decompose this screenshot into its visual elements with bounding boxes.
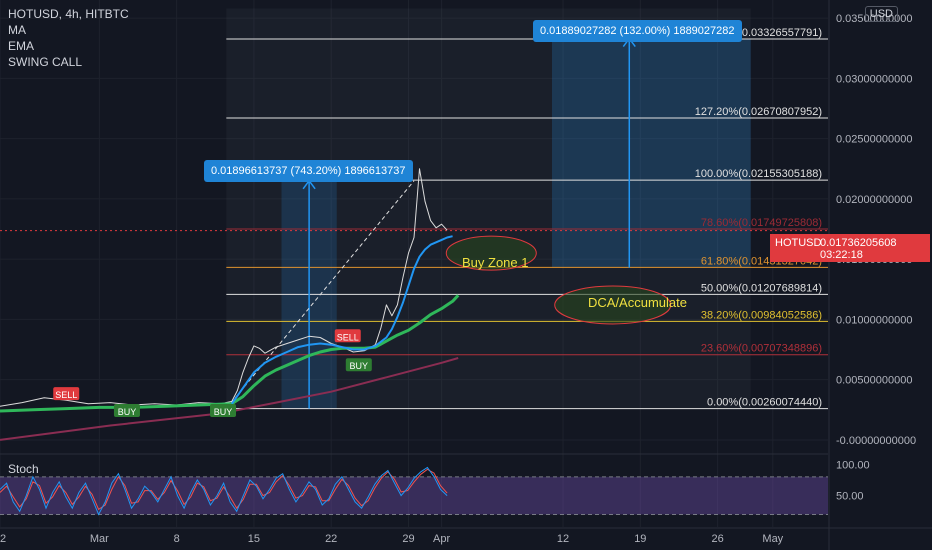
signal-sell-label: SELL — [337, 332, 359, 342]
indicator-ema[interactable]: EMA — [8, 39, 35, 53]
series-ema — [0, 294, 460, 413]
price-axis-tick: 0.02000000000 — [836, 194, 912, 206]
price-axis-tick: 0.03500000000 — [836, 13, 912, 25]
time-axis-tick: 26 — [711, 533, 723, 545]
time-axis-tick: 22 — [0, 533, 6, 545]
current-price-tag: HOTUSD 0.01736205608 03:22:18 — [770, 234, 930, 262]
time-axis-tick: 29 — [402, 533, 414, 545]
measure-label-1[interactable]: 0.01896613737 (743.20%) 1896613737 — [204, 160, 413, 182]
fib-label: 127.20%(0.02670807952) — [695, 106, 822, 118]
time-axis-tick: Apr — [433, 533, 450, 545]
stoch-title: Stoch — [8, 462, 39, 476]
signal-buy-marker[interactable] — [113, 404, 140, 418]
signal-buy-marker[interactable] — [210, 404, 237, 418]
stoch-axis-tick: 50.00 — [836, 491, 864, 503]
fib-label: 100.00%(0.02155305188) — [695, 168, 822, 180]
fib-label: 78.60%(0.01749725808) — [701, 217, 822, 229]
indicator-ma[interactable]: MA — [8, 23, 26, 37]
dca-ellipse[interactable] — [554, 285, 672, 325]
stoch-axis-tick: 100.00 — [836, 459, 870, 471]
signal-sell-label: SELL — [55, 390, 77, 400]
fib-label: 0.00%(0.00260074440) — [707, 397, 822, 409]
price-axis-tick: 0.02500000000 — [836, 134, 912, 146]
signal-buy-label: BUY — [118, 407, 137, 417]
candle-countdown: 03:22:18 — [820, 249, 863, 261]
currency-button[interactable]: USD — [864, 6, 898, 22]
series-price — [0, 168, 448, 407]
buy-zone-ellipse[interactable] — [445, 235, 537, 271]
dca-accumulate-label: DCA/Accumulate — [588, 295, 687, 310]
time-axis-tick: May — [762, 533, 783, 545]
price-axis-tick: 0.03000000000 — [836, 73, 912, 85]
price-axis-tick: 0.00500000000 — [836, 375, 912, 387]
signal-buy-marker[interactable] — [345, 358, 372, 372]
signal-sell-marker[interactable] — [53, 387, 80, 401]
stoch-k-line — [0, 466, 448, 516]
chart-legend: HOTUSD, 4h, HITBTC MA EMA SWING CALL — [8, 6, 129, 70]
stoch-band — [0, 476, 828, 515]
signal-sell-marker[interactable] — [334, 329, 361, 343]
buy-zone-label: Buy Zone 1 — [462, 255, 529, 270]
fib-label: 38.20%(0.00984052586) — [701, 309, 822, 321]
time-axis-tick: 22 — [325, 533, 337, 545]
fib-region — [226, 8, 751, 409]
signal-buy-label: BUY — [214, 407, 233, 417]
time-axis-tick: 19 — [634, 533, 646, 545]
time-axis-tick: 15 — [248, 533, 260, 545]
measure-label-2[interactable]: 0.01889027282 (132.00%) 1889027282 — [533, 20, 742, 42]
price-tag-symbol: HOTUSD — [775, 237, 822, 249]
fib-label: 50.00%(0.01207689814) — [701, 282, 822, 294]
symbol-title: HOTUSD, 4h, HITBTC — [8, 7, 129, 21]
time-axis-tick: 12 — [557, 533, 569, 545]
time-axis-tick: Mar — [90, 533, 109, 545]
time-axis-tick: 8 — [174, 533, 180, 545]
signal-buy-label: BUY — [350, 361, 369, 371]
price-tag-value: 0.01736205608 — [820, 237, 897, 249]
price-axis-tick: 0.01000000000 — [836, 314, 912, 326]
series-ma — [230, 235, 453, 405]
price-axis-tick: -0.00000000000 — [836, 435, 916, 447]
indicator-swing-call[interactable]: SWING CALL — [8, 55, 83, 69]
trend-line[interactable] — [225, 180, 415, 409]
fib-label: 23.60%(0.00707348896) — [701, 343, 822, 355]
series-slow-ma — [0, 357, 459, 441]
